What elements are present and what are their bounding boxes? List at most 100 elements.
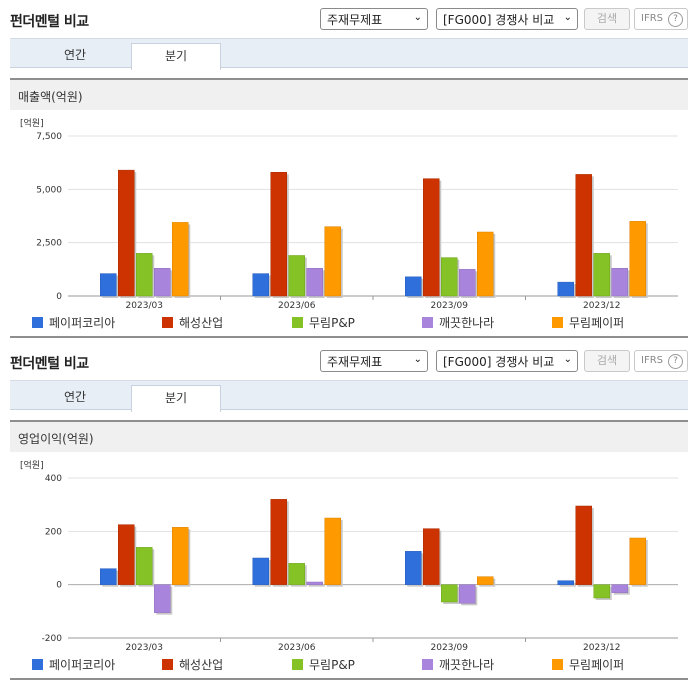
ifrs-label: IFRS xyxy=(641,355,663,366)
bar[interactable] xyxy=(172,527,189,585)
bar[interactable] xyxy=(557,281,574,297)
period-tabs: 연간 분기 xyxy=(10,380,688,412)
bar[interactable] xyxy=(629,221,646,297)
statement-select[interactable]: 주재무제표 ⌄ xyxy=(320,8,428,30)
bar[interactable] xyxy=(288,563,305,585)
bar[interactable] xyxy=(593,584,610,599)
legend-swatch xyxy=(422,659,433,670)
bar[interactable] xyxy=(611,584,628,593)
legend-item[interactable]: 무림페이퍼 xyxy=(552,656,624,673)
bar[interactable] xyxy=(459,269,476,297)
y-tick-label: 0 xyxy=(56,581,62,591)
peer-select[interactable]: [FG000] 경쟁사 비교 ⌄ xyxy=(436,8,578,30)
x-tick-label: 2023/06 xyxy=(278,643,316,652)
panel-sales: 펀더멘털 비교 주재무제표 ⌄ [FG000] 경쟁사 비교 ⌄ 검색 IFRS… xyxy=(10,8,688,338)
ifrs-label: IFRS xyxy=(641,13,663,24)
legend-swatch xyxy=(32,317,43,328)
chevron-down-icon: ⌄ xyxy=(413,354,422,365)
bar[interactable] xyxy=(154,268,171,297)
legend-label: 해성산업 xyxy=(179,316,224,330)
bar[interactable] xyxy=(629,537,646,585)
bar[interactable] xyxy=(324,226,341,297)
legend-item[interactable]: 무림페이퍼 xyxy=(552,314,624,331)
bar[interactable] xyxy=(405,551,422,585)
search-button[interactable]: 검색 xyxy=(584,8,630,30)
legend-item[interactable]: 무림P&P xyxy=(292,314,355,331)
x-tick-label: 2023/09 xyxy=(431,301,469,310)
tab-annual[interactable]: 연간 xyxy=(63,390,87,404)
bar[interactable] xyxy=(441,257,458,297)
legend-item[interactable]: 해성산업 xyxy=(162,656,223,673)
tab-quarterly[interactable]: 분기 xyxy=(131,385,221,412)
y-tick-label: -200 xyxy=(42,634,63,644)
page-title: 펀더멘털 비교 xyxy=(10,356,89,372)
legend-item[interactable]: 깨끗한나라 xyxy=(422,656,494,673)
bar[interactable] xyxy=(172,222,189,297)
bar[interactable] xyxy=(441,584,458,603)
x-tick-label: 2023/12 xyxy=(583,643,620,652)
bar[interactable] xyxy=(100,568,117,585)
statement-select-value: 주재무제표 xyxy=(327,355,383,369)
chart-subheading: 매출액(억원) xyxy=(10,78,688,110)
bar[interactable] xyxy=(423,178,440,297)
legend-item[interactable]: 무림P&P xyxy=(292,656,355,673)
peer-select-value: [FG000] 경쟁사 비교 xyxy=(443,13,555,27)
bar[interactable] xyxy=(270,172,287,297)
panel-operating-profit: 펀더멘털 비교 주재무제표 ⌄ [FG000] 경쟁사 비교 ⌄ 검색 IFRS… xyxy=(0,342,696,684)
bar[interactable] xyxy=(136,253,153,297)
bar[interactable] xyxy=(575,505,592,585)
peer-select-value: [FG000] 경쟁사 비교 xyxy=(443,355,555,369)
bar[interactable] xyxy=(288,255,305,297)
legend-item[interactable]: 페이퍼코리아 xyxy=(32,314,115,331)
x-tick-label: 2023/06 xyxy=(278,301,316,310)
bar-shadow xyxy=(308,584,325,587)
y-tick-label: 200 xyxy=(45,527,62,537)
chart-legend: 페이퍼코리아 해성산업 무림P&P 깨끗한나라 무림페이퍼 xyxy=(10,314,688,332)
statement-select-value: 주재무제표 xyxy=(327,13,383,27)
chart-area: [억원] -200 0 200 400 2023/03 2023/06 2023/09 2023… xyxy=(10,452,688,680)
bar[interactable] xyxy=(306,268,323,297)
bar[interactable] xyxy=(611,268,628,297)
x-tick-label: 2023/09 xyxy=(431,643,469,652)
bar[interactable] xyxy=(557,580,574,585)
bar[interactable] xyxy=(270,499,287,585)
bar[interactable] xyxy=(154,584,171,613)
period-tabs: 연간 분기 xyxy=(10,38,688,70)
bar[interactable] xyxy=(477,576,494,585)
tab-annual[interactable]: 연간 xyxy=(63,48,87,62)
bar[interactable] xyxy=(252,273,269,297)
peer-select[interactable]: [FG000] 경쟁사 비교 ⌄ xyxy=(436,350,578,372)
bar[interactable] xyxy=(324,517,341,585)
bar[interactable] xyxy=(423,528,440,585)
bar[interactable] xyxy=(405,276,422,297)
chevron-down-icon: ⌄ xyxy=(563,12,572,23)
help-icon: ? xyxy=(668,12,683,27)
bar[interactable] xyxy=(459,584,476,604)
bar[interactable] xyxy=(136,547,153,585)
legend-swatch xyxy=(162,659,173,670)
legend-label: 깨끗한나라 xyxy=(439,658,495,672)
x-tick-label: 2023/03 xyxy=(126,643,163,652)
y-unit-label: [억원] xyxy=(20,459,44,471)
bar[interactable] xyxy=(306,581,323,585)
legend-item[interactable]: 해성산업 xyxy=(162,314,223,331)
chart-subheading: 영업이익(억원) xyxy=(10,420,688,452)
legend-item[interactable]: 페이퍼코리아 xyxy=(32,656,115,673)
legend-label: 페이퍼코리아 xyxy=(49,316,116,330)
x-tick-label: 2023/03 xyxy=(126,301,163,310)
ifrs-help-button[interactable]: IFRS ? xyxy=(634,8,688,30)
bar[interactable] xyxy=(593,253,610,297)
bar[interactable] xyxy=(118,524,135,585)
bar[interactable] xyxy=(118,169,135,297)
statement-select[interactable]: 주재무제표 ⌄ xyxy=(320,350,428,372)
bar[interactable] xyxy=(252,557,269,585)
ifrs-help-button[interactable]: IFRS ? xyxy=(634,350,688,372)
y-tick-label: 7,500 xyxy=(36,132,62,142)
legend-item[interactable]: 깨끗한나라 xyxy=(422,314,494,331)
bar[interactable] xyxy=(575,174,592,297)
legend-swatch xyxy=(32,659,43,670)
search-button[interactable]: 검색 xyxy=(584,350,630,372)
tab-quarterly[interactable]: 분기 xyxy=(131,43,221,70)
bar[interactable] xyxy=(477,231,494,297)
bar[interactable] xyxy=(100,273,117,297)
